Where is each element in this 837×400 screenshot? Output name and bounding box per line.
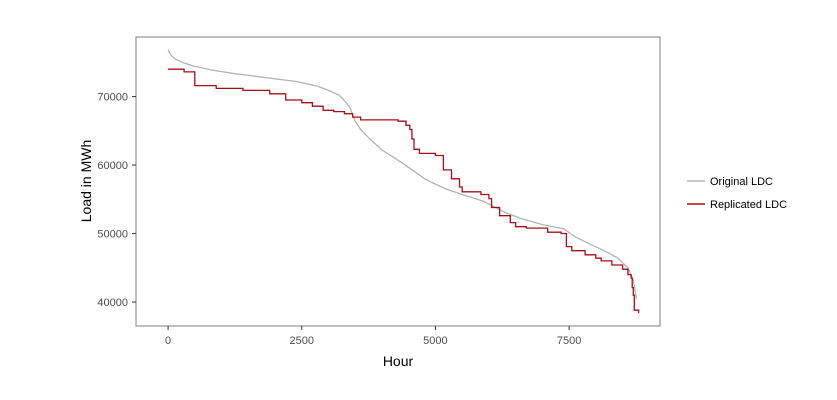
y-axis: 40000 50000 60000 70000 [97, 92, 136, 309]
y-tick-label: 60000 [97, 160, 128, 172]
y-axis-title: Load in MWh [78, 140, 94, 222]
y-tick-label: 40000 [97, 297, 128, 309]
x-tick-label: 2500 [290, 335, 314, 347]
x-axis-title: Hour [383, 353, 414, 369]
y-tick-label: 50000 [97, 229, 128, 241]
plot-panel-border [135, 36, 661, 327]
legend-label-original-ldc: Original LDC [710, 176, 773, 188]
series-line-replicated-ldc [168, 68, 640, 313]
x-tick-label: 7500 [557, 335, 581, 347]
x-axis: 0 2500 5000 7500 [165, 326, 581, 347]
x-tick-label: 0 [165, 335, 171, 347]
y-tick-label: 70000 [97, 92, 128, 104]
x-tick-label: 5000 [423, 335, 447, 347]
series-line-original-ldc [167, 49, 638, 299]
legend-label-replicated-ldc: Replicated LDC [710, 199, 787, 211]
plot-lines [167, 49, 640, 313]
legend: Original LDC Replicated LDC [687, 176, 787, 211]
